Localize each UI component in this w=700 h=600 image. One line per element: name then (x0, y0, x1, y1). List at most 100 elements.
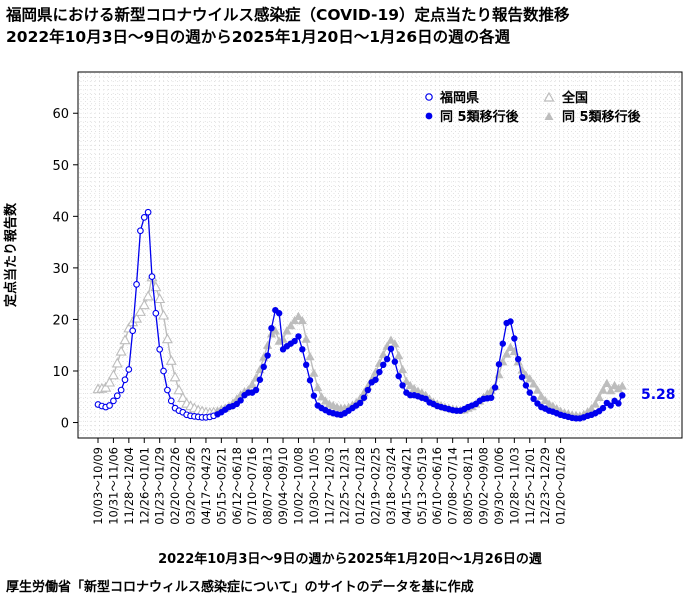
fukuoka-point (275, 310, 283, 317)
y-tick-label: 40 (52, 210, 69, 225)
national-point (286, 321, 296, 330)
x-tick-label: 10/28～11/03 (507, 447, 521, 525)
national-point (134, 305, 146, 316)
fukuoka-point (106, 402, 113, 409)
fukuoka-point (372, 376, 379, 383)
x-tick-label: 06/12～06/18 (230, 447, 244, 525)
national-point (517, 365, 527, 374)
national-point (586, 404, 597, 413)
chart-subtitle: 2022年10月3日〜9日の週から2025年1月20日〜1月26日の週の各週 (6, 28, 511, 46)
x-tick-label: 12/26～01/01 (137, 447, 151, 525)
national-point (293, 311, 304, 321)
national-point (158, 309, 170, 320)
fukuoka-point (256, 376, 264, 383)
fukuoka-point (133, 281, 140, 288)
y-tick-label: 10 (52, 365, 69, 380)
fukuoka-point (615, 400, 622, 407)
fukuoka-point (522, 382, 530, 389)
fukuoka-point (507, 318, 514, 325)
x-tick-label: 01/22～01/28 (353, 447, 367, 525)
national-point (316, 392, 327, 401)
x-tick-label: 07/08～07/14 (446, 447, 460, 525)
fukuoka-point (495, 361, 503, 368)
fukuoka-point (514, 355, 522, 363)
fukuoka-point (399, 382, 406, 389)
fukuoka-point (302, 361, 310, 368)
chart-title: 福岡県における新型コロナウイルス感染症（COVID-19）定点当たり報告数推移 (6, 6, 570, 24)
fukuoka-point (252, 386, 260, 394)
x-tick-label: 02/20～02/26 (168, 447, 182, 525)
national-point (278, 334, 288, 343)
x-tick-label: 08/07～08/13 (261, 447, 275, 525)
x-tick-label: 09/30～10/06 (492, 447, 506, 525)
fukuoka-point (376, 368, 383, 376)
x-tick-label: 01/20～01/26 (554, 447, 568, 525)
national-point (169, 371, 181, 382)
national-point (247, 379, 257, 389)
national-point (529, 379, 539, 388)
national-point (602, 378, 612, 388)
x-tick-label: 09/04～09/10 (276, 447, 290, 525)
national-point (115, 345, 127, 356)
fukuoka-point (607, 402, 614, 409)
x-tick-label: 04/15～04/21 (399, 447, 413, 525)
national-point (165, 354, 177, 365)
y-axis-label: 定点当たり報告数 (3, 202, 19, 308)
national-point (590, 399, 600, 408)
legend-item-fukuoka-post: 同 5類移行後 (425, 109, 520, 125)
x-tick-label: 12/25～12/31 (338, 447, 352, 525)
fukuoka-point (125, 366, 133, 373)
series-national (92, 271, 627, 420)
fukuoka-point (152, 309, 160, 317)
national-point (606, 385, 616, 395)
national-point (270, 326, 280, 335)
x-tick-label: 04/17～04/23 (199, 447, 213, 525)
legend-item-national: 全国 (543, 90, 588, 106)
fukuoka-point (299, 346, 306, 353)
national-point (104, 376, 116, 387)
fukuoka-point (387, 345, 395, 353)
x-axis: 10/03～10/09 10/31～11/06 11/28～12/04 12/26～0… (91, 438, 568, 525)
fukuoka-point (391, 358, 399, 365)
national-point (154, 293, 166, 304)
fukuoka-point (110, 397, 117, 405)
fukuoka-point (395, 372, 402, 380)
national-point (161, 333, 173, 344)
y-tick-label: 50 (52, 159, 69, 174)
fukuoka-point (237, 397, 244, 404)
fukuoka-point (518, 373, 526, 381)
legend-label-fukuoka: 福岡県 (439, 90, 479, 106)
national-point (173, 384, 185, 395)
y-tick-label: 20 (52, 313, 69, 328)
x-tick-label: 12/23～12/29 (538, 447, 552, 525)
x-tick-label: 10/31～11/06 (106, 447, 120, 525)
national-point (313, 382, 323, 392)
x-tick-label: 06/10～06/16 (430, 447, 444, 525)
y-axis: 0 10 20 30 40 50 60 (52, 107, 78, 432)
y-tick-label: 60 (52, 107, 69, 122)
x-tick-label: 08/05～08/11 (461, 447, 475, 525)
fukuoka-point (137, 227, 144, 235)
national-point (598, 385, 608, 394)
fukuoka-point (364, 386, 372, 394)
national-point (540, 395, 550, 405)
x-tick-label: 05/13～05/19 (415, 447, 429, 525)
fukuoka-point (599, 404, 607, 412)
national-point (502, 349, 512, 358)
national-point (613, 383, 624, 393)
fukuoka-point (160, 367, 167, 375)
fukuoka-point (360, 394, 368, 401)
fukuoka-point (167, 397, 175, 405)
x-axis-caption: 2022年10月3日〜9日の週から2025年1月20日〜1月26日の週 (158, 552, 542, 567)
x-tick-label: 01/23～01/29 (153, 447, 167, 525)
fukuoka-point (310, 392, 318, 399)
last-value-label: 5.28 (641, 387, 676, 403)
national-point (177, 392, 189, 403)
fukuoka-point (499, 340, 506, 347)
national-point (111, 357, 123, 368)
x-tick-label: 02/19～02/25 (369, 447, 383, 525)
national-point (617, 381, 627, 390)
fukuoka-point (295, 333, 302, 340)
national-point (119, 334, 131, 345)
